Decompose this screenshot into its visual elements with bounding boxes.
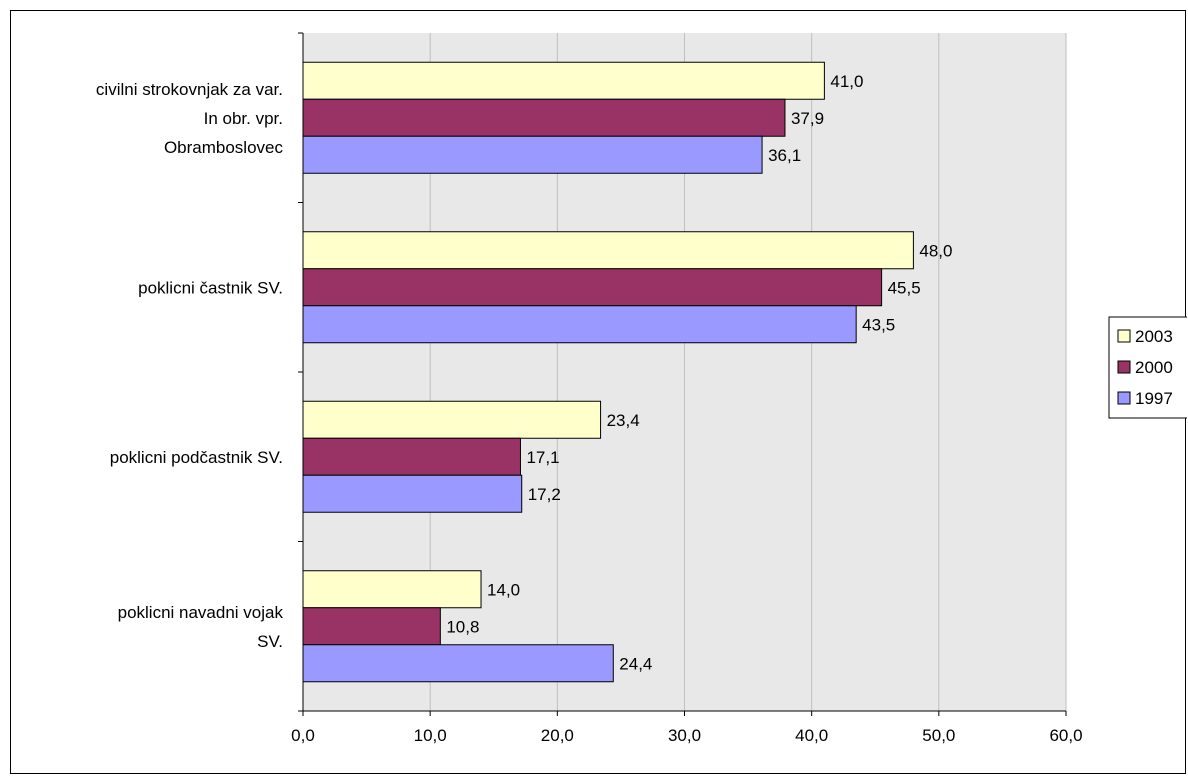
chart-frame: 0,0 10,0 20,0 30,0 40,0 50,0 60,0 civilni strok… <box>10 10 1187 774</box>
category-label: poklicni častnik SV. <box>138 278 283 297</box>
data-label: 48,0 <box>919 241 952 260</box>
category-label: poklicni podčastnik SV. <box>110 448 283 467</box>
data-label: 36,1 <box>768 146 801 165</box>
x-tick-label: 60,0 <box>1049 726 1082 745</box>
x-tick-label: 0,0 <box>291 726 315 745</box>
category-label: In obr. vpr. <box>204 109 283 128</box>
legend-swatch-2003 <box>1117 329 1131 343</box>
bar-2000 <box>302 98 786 137</box>
bar-2000 <box>302 268 883 307</box>
bar-2003 <box>302 231 914 270</box>
bar-1997 <box>302 305 857 344</box>
bar-2003 <box>302 61 825 100</box>
data-label: 24,4 <box>619 654 652 673</box>
bar-1997 <box>302 644 614 683</box>
x-tick-label: 40,0 <box>795 726 828 745</box>
bar-1997 <box>302 474 523 513</box>
bar-2000 <box>302 437 521 476</box>
data-label: 10,8 <box>446 617 479 636</box>
category-label: civilni strokovnjak za var. <box>96 80 283 99</box>
x-tick-label: 30,0 <box>668 726 701 745</box>
legend-label: 2003 <box>1135 327 1173 346</box>
data-label: 37,9 <box>791 109 824 128</box>
category-label: poklicni navadni vojak <box>118 603 284 622</box>
data-label: 17,2 <box>528 485 561 504</box>
bar-2000 <box>302 607 441 646</box>
data-label: 43,5 <box>862 315 895 334</box>
category-label: SV. <box>257 632 283 651</box>
bar-1997 <box>302 135 763 174</box>
legend-label: 1997 <box>1135 389 1173 408</box>
legend-swatch-1997 <box>1117 391 1131 405</box>
data-label: 17,1 <box>526 448 559 467</box>
data-label: 14,0 <box>487 580 520 599</box>
bar-2003 <box>302 400 602 439</box>
category-label: Obramboslovec <box>164 138 284 157</box>
legend-label: 2000 <box>1135 358 1173 377</box>
bar-2003 <box>302 570 482 609</box>
x-tick-label: 20,0 <box>541 726 574 745</box>
data-label: 23,4 <box>607 411 640 430</box>
data-label: 45,5 <box>888 278 921 297</box>
bar-chart: 0,0 10,0 20,0 30,0 40,0 50,0 60,0 civilni strok… <box>96 32 1187 745</box>
legend-swatch-2000 <box>1117 360 1131 374</box>
x-tick-label: 10,0 <box>414 726 447 745</box>
data-label: 41,0 <box>830 72 863 91</box>
x-tick-label: 50,0 <box>922 726 955 745</box>
